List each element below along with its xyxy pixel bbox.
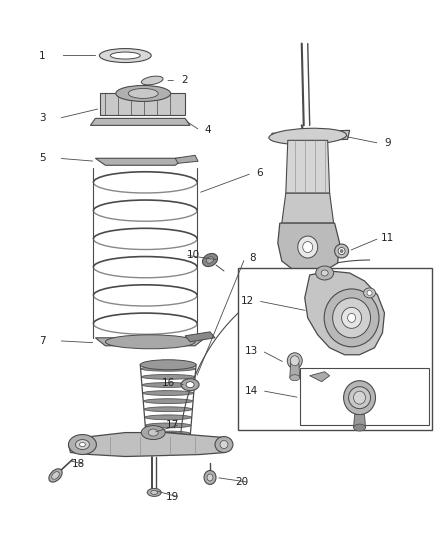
Ellipse shape (145, 415, 191, 420)
Polygon shape (90, 118, 190, 125)
Ellipse shape (141, 76, 163, 85)
Polygon shape (305, 271, 385, 355)
Ellipse shape (143, 391, 194, 395)
Ellipse shape (338, 247, 345, 255)
Ellipse shape (142, 383, 194, 387)
Bar (100, 93, 185, 116)
Ellipse shape (144, 407, 192, 411)
Ellipse shape (353, 391, 366, 404)
Ellipse shape (316, 266, 334, 280)
Ellipse shape (147, 488, 161, 496)
Ellipse shape (353, 424, 366, 431)
Ellipse shape (68, 434, 96, 455)
Text: 7: 7 (39, 336, 46, 346)
Polygon shape (272, 131, 350, 141)
Polygon shape (290, 361, 300, 378)
Text: 2: 2 (181, 76, 187, 85)
Text: 12: 12 (241, 296, 254, 306)
Text: 1: 1 (39, 51, 46, 61)
Ellipse shape (342, 308, 361, 328)
Polygon shape (353, 415, 366, 427)
Ellipse shape (321, 270, 328, 276)
Ellipse shape (49, 469, 62, 482)
Ellipse shape (141, 375, 195, 379)
Text: 20: 20 (235, 478, 248, 488)
Polygon shape (185, 332, 215, 342)
Ellipse shape (215, 437, 233, 453)
Text: 8: 8 (250, 253, 256, 263)
Ellipse shape (220, 441, 228, 449)
Text: 14: 14 (245, 386, 258, 395)
Ellipse shape (52, 472, 59, 479)
Text: 18: 18 (72, 459, 85, 470)
Ellipse shape (349, 386, 371, 409)
Text: 19: 19 (166, 492, 179, 503)
Text: 10: 10 (187, 250, 200, 260)
Ellipse shape (290, 356, 299, 366)
Polygon shape (310, 372, 330, 382)
Ellipse shape (146, 431, 190, 436)
Polygon shape (278, 223, 339, 271)
Text: 3: 3 (39, 114, 46, 123)
Polygon shape (68, 433, 230, 456)
Text: 17: 17 (166, 419, 179, 430)
Text: 16: 16 (162, 378, 175, 387)
Ellipse shape (204, 471, 216, 484)
Ellipse shape (290, 375, 300, 381)
Polygon shape (286, 140, 330, 193)
Ellipse shape (99, 49, 151, 62)
Bar (300, 368, 429, 425)
Ellipse shape (140, 360, 196, 370)
Ellipse shape (202, 254, 218, 266)
Polygon shape (95, 338, 205, 346)
Ellipse shape (269, 128, 346, 144)
Ellipse shape (110, 52, 140, 59)
Ellipse shape (116, 85, 171, 101)
Text: 4: 4 (205, 125, 212, 135)
Ellipse shape (141, 425, 165, 440)
Ellipse shape (148, 429, 158, 436)
Ellipse shape (324, 289, 379, 347)
Text: 11: 11 (381, 233, 394, 243)
Ellipse shape (151, 490, 158, 495)
Polygon shape (95, 158, 185, 165)
Ellipse shape (146, 433, 190, 442)
Ellipse shape (144, 399, 193, 403)
Ellipse shape (181, 379, 199, 391)
Ellipse shape (141, 366, 195, 371)
Ellipse shape (186, 382, 194, 387)
Ellipse shape (79, 442, 85, 447)
Ellipse shape (206, 257, 214, 263)
Bar (238, 268, 432, 430)
Ellipse shape (348, 313, 356, 322)
Text: 9: 9 (384, 139, 391, 148)
Ellipse shape (298, 236, 318, 258)
Ellipse shape (335, 244, 349, 258)
Ellipse shape (207, 474, 213, 481)
Ellipse shape (364, 288, 375, 298)
Text: 6: 6 (257, 168, 263, 178)
Ellipse shape (145, 423, 191, 428)
Text: 15: 15 (391, 375, 404, 385)
Ellipse shape (75, 440, 89, 449)
Ellipse shape (287, 353, 302, 369)
Ellipse shape (128, 88, 158, 99)
Ellipse shape (332, 298, 371, 338)
Ellipse shape (367, 290, 372, 295)
Ellipse shape (340, 249, 343, 253)
Ellipse shape (303, 241, 313, 253)
Text: 13: 13 (245, 346, 258, 356)
Text: 5: 5 (39, 154, 46, 163)
Ellipse shape (343, 381, 375, 415)
Polygon shape (282, 193, 334, 223)
Ellipse shape (106, 335, 195, 349)
Polygon shape (175, 155, 198, 163)
